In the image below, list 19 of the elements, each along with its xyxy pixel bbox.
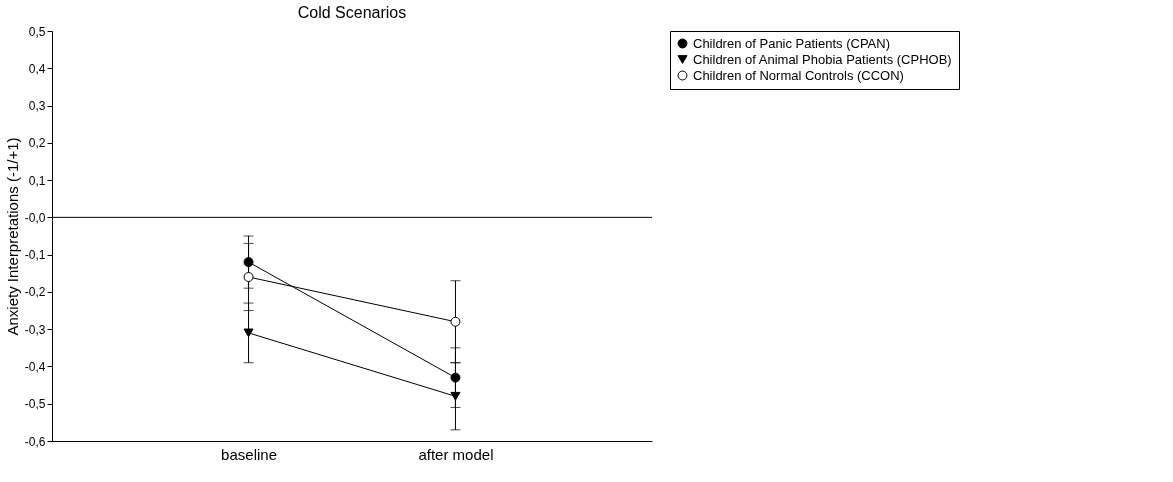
y-tick-label: -0,6 <box>24 434 46 449</box>
y-tick-label: 0,1 <box>28 173 46 188</box>
y-tick-label: -0,0 <box>24 210 46 225</box>
y-tick-label: 0,4 <box>28 61 46 76</box>
y-tick-label: 0,5 <box>28 24 46 39</box>
legend-label: Children of Panic Patients (CPAN) <box>693 35 891 51</box>
x-tick-label: baseline <box>221 445 277 463</box>
chart-title: Cold Scenarios <box>297 4 407 21</box>
y-tick-label: 0,3 <box>28 99 46 114</box>
y-axis-title: Anxiety Interpretations (-1/+1) <box>3 137 21 336</box>
y-tick-label: -0,4 <box>24 359 46 374</box>
y-tick-label: 0,2 <box>28 136 46 151</box>
legend-label: Children of Normal Controls (CCON) <box>693 67 904 83</box>
y-tick-label: -0,2 <box>24 285 46 300</box>
y-tick-label: -0,1 <box>24 248 46 263</box>
y-tick-label: -0,3 <box>24 322 46 337</box>
x-tick-label: after model <box>418 445 494 463</box>
y-tick-label: -0,5 <box>24 397 46 412</box>
legend-label: Children of Animal Phobia Patients (CPHOB) <box>693 51 952 67</box>
